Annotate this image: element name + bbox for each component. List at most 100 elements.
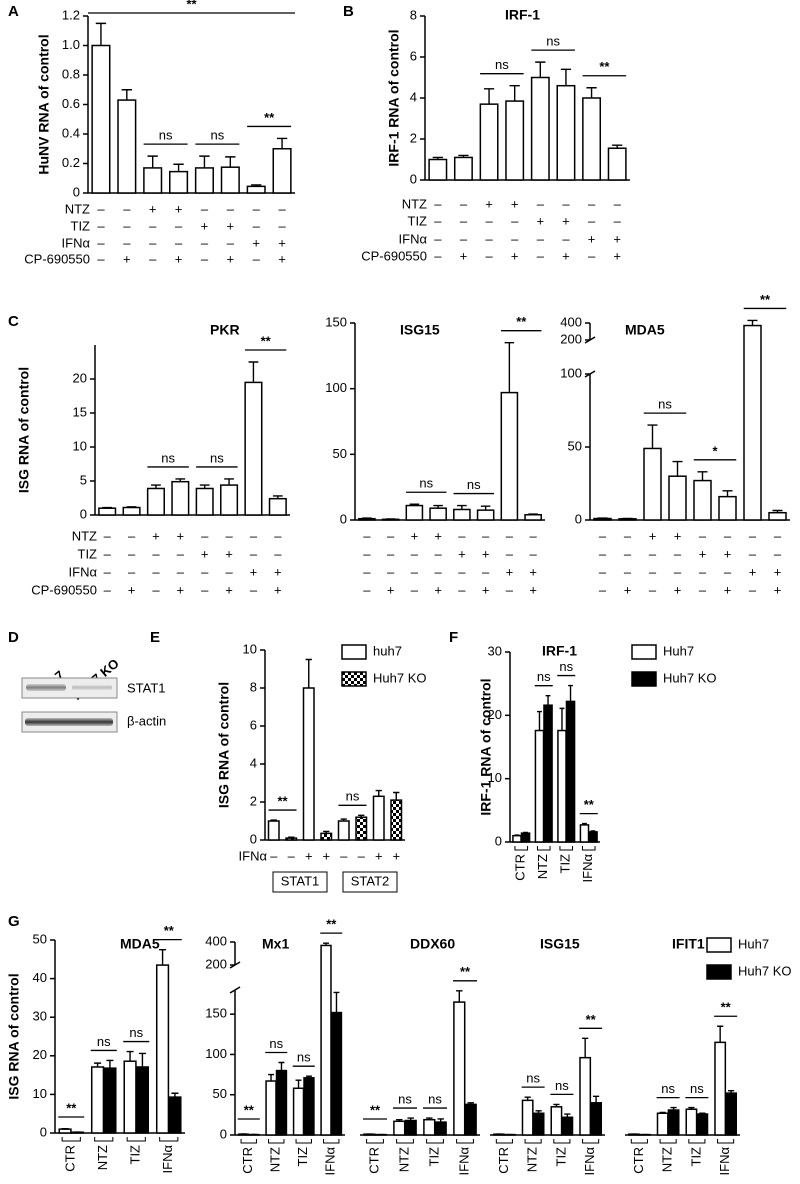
panel-label: C [8, 313, 19, 330]
significance-label: ns [467, 477, 481, 492]
condition-sign: – [201, 582, 209, 597]
condition-sign: + [529, 582, 537, 597]
condition-sign: – [358, 848, 366, 863]
condition-sign: – [460, 196, 468, 211]
y-tick-label: 6 [250, 717, 257, 732]
x-tick-label: TIZ [553, 1147, 568, 1167]
bar [667, 1109, 680, 1136]
condition-sign: + [613, 231, 621, 246]
condition-sign: – [562, 196, 570, 211]
bar [693, 479, 712, 521]
significance-label: ns [211, 128, 225, 143]
category-bracket [582, 1139, 600, 1144]
bar [171, 480, 190, 516]
bar [267, 820, 280, 841]
error-bar [537, 710, 542, 731]
bar [423, 1118, 436, 1136]
condition-label: IFNα [399, 231, 428, 246]
condition-sign: – [152, 564, 160, 579]
chart-title: MDA5 [120, 936, 160, 952]
condition-sign: + [227, 251, 235, 266]
error-bar [272, 495, 283, 499]
error-bar [102, 506, 113, 509]
bar [58, 1128, 72, 1134]
condition-sign: + [649, 528, 657, 543]
condition-sign: + [152, 528, 160, 543]
error-bar [375, 789, 382, 797]
condition-sign: + [128, 582, 136, 597]
condition-sign: + [529, 564, 537, 579]
y-axis-label: ISG RNA of control [216, 682, 232, 808]
bar [428, 158, 448, 181]
condition-sign: – [588, 196, 596, 211]
bar [91, 44, 111, 194]
error-bar [514, 834, 520, 836]
condition-sign: – [123, 235, 131, 250]
bar [588, 831, 598, 843]
significance-label: ns [159, 128, 173, 143]
error-bar [582, 822, 587, 825]
bar [330, 1011, 343, 1136]
condition-sign: – [288, 848, 296, 863]
condition-sign: – [482, 528, 490, 543]
bar [725, 1092, 738, 1136]
legend-swatch [631, 644, 657, 660]
x-tick-label: IFNα [160, 1145, 175, 1174]
error-bar [409, 503, 420, 506]
condition-sign: – [104, 528, 112, 543]
y-tick-label: 0.2 [62, 155, 80, 170]
significance-label: ** [186, 0, 197, 11]
bar [103, 1067, 117, 1134]
bar [117, 99, 137, 194]
panel-label: A [8, 3, 19, 20]
condition-sign: – [274, 546, 282, 561]
bar [543, 704, 553, 843]
error-bar [747, 319, 758, 326]
condition-sign: + [588, 231, 596, 246]
condition-sign: + [482, 582, 490, 597]
bar [244, 381, 263, 516]
condition-sign: – [123, 201, 131, 216]
bar [590, 1102, 603, 1136]
bar [505, 100, 525, 181]
significance-label: ns [690, 1081, 704, 1096]
error-bar [535, 61, 546, 78]
error-bar [199, 155, 210, 168]
condition-label: CP-690550 [24, 251, 90, 266]
y-tick-label: 200 [205, 956, 227, 971]
bar [579, 824, 590, 843]
bar [550, 1106, 563, 1136]
condition-sign: – [724, 564, 732, 579]
bar [303, 1077, 315, 1136]
bar [285, 837, 298, 841]
significance-label: ns [210, 450, 224, 465]
error-bar [224, 478, 234, 486]
condition-sign: + [274, 564, 282, 579]
x-tick-label: CTR [366, 1147, 381, 1174]
significance-label: ** [277, 793, 288, 808]
legend-swatch [341, 644, 367, 660]
condition-sign: – [201, 528, 209, 543]
legend-label: Huh7 [738, 936, 769, 951]
condition-sign: – [278, 218, 286, 233]
y-tick-label: 2 [410, 130, 417, 145]
bar [607, 147, 627, 181]
condition-sign: – [588, 248, 596, 263]
category-bracket [94, 1137, 114, 1142]
condition-sign: – [458, 564, 466, 579]
error-bar [504, 342, 515, 393]
error-bar [688, 1106, 695, 1110]
condition-sign: – [774, 528, 782, 543]
error-bar [171, 1092, 179, 1098]
condition-sign: + [201, 218, 209, 233]
error-bar [483, 88, 495, 105]
error-bar [432, 156, 443, 160]
y-tick-label: 400 [205, 933, 227, 948]
condition-sign: – [599, 564, 607, 579]
error-bar [323, 942, 329, 946]
condition-sign: – [149, 251, 157, 266]
condition-label: IFNα [62, 235, 91, 250]
condition-sign: – [724, 528, 732, 543]
error-bar [458, 154, 469, 158]
bar [656, 1112, 669, 1136]
